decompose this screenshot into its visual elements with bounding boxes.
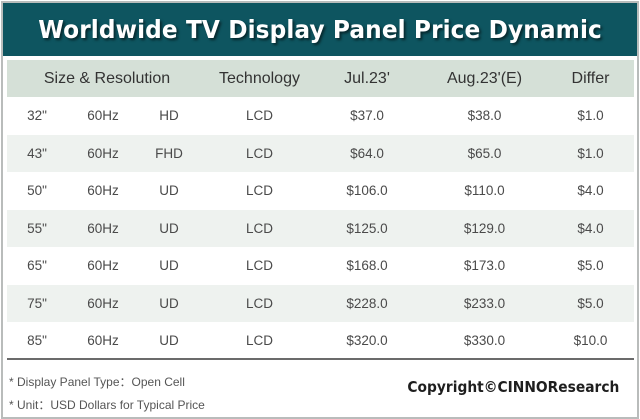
cell-aug-price: $173.0 <box>463 258 506 274</box>
cell-size: 50" <box>27 183 47 199</box>
cell-technology: LCD <box>245 145 273 161</box>
cell-jul-price: $37.0 <box>350 108 384 124</box>
cell-resolution: FHD <box>155 145 183 161</box>
cell-differ: $1.0 <box>577 108 604 124</box>
cell-jul-price: $125.0 <box>346 220 388 236</box>
cell-jul-price: $64.0 <box>350 145 384 161</box>
cell-technology: LCD <box>245 333 273 349</box>
cell-refresh-rate: 60Hz <box>87 258 119 274</box>
title-bar: Worldwide TV Display Panel Price Dynamic <box>3 3 637 56</box>
header-jul: Jul.23' <box>344 69 390 87</box>
cell-resolution: UD <box>159 258 179 274</box>
cell-aug-price: $38.0 <box>467 108 502 124</box>
table-bottom-divider <box>7 358 634 360</box>
cell-aug-price: $110.0 <box>464 183 505 199</box>
cell-differ: $1.0 <box>577 145 604 161</box>
footnote-panel-type: * Display Panel Type：Open Cell <box>9 375 185 389</box>
cell-technology: LCD <box>245 295 273 311</box>
cell-technology: LCD <box>245 108 273 124</box>
cell-jul-price: $168.0 <box>346 258 388 274</box>
footnote-unit: * Unit：USD Dollars for Typical Price <box>9 398 205 412</box>
cell-size: 43" <box>27 145 47 161</box>
header-technology: Technology <box>219 69 300 87</box>
cell-resolution: UD <box>159 295 179 311</box>
cell-refresh-rate: 60Hz <box>87 183 119 199</box>
cell-technology: LCD <box>245 258 273 274</box>
cell-size: 85" <box>27 333 47 349</box>
cell-aug-price: $233.0 <box>463 295 506 311</box>
header-differ: Differ <box>571 69 610 87</box>
header-size-resolution: Size & Resolution <box>43 69 171 87</box>
cell-size: 75" <box>27 295 47 311</box>
cell-technology: LCD <box>245 220 273 236</box>
cell-size: 65" <box>27 258 47 274</box>
cell-jul-price: $106.0 <box>346 183 388 199</box>
cell-refresh-rate: 60Hz <box>87 108 119 124</box>
cell-refresh-rate: 60Hz <box>87 333 119 349</box>
header-aug: Aug.23'(E) <box>446 69 523 87</box>
page-title: Worldwide TV Display Panel Price Dynamic <box>38 15 602 44</box>
table-row: 50" 60Hz UD LCD $106.0 $110.0 $4.0 <box>7 172 634 210</box>
cell-resolution: UD <box>159 183 179 199</box>
cell-size: 55" <box>27 220 47 236</box>
table-header: Size & Resolution Technology Jul.23' Aug… <box>7 60 634 97</box>
table-row: 43" 60Hz FHD LCD $64.0 $65.0 $1.0 <box>7 134 634 172</box>
cell-resolution: UD <box>159 333 179 349</box>
cell-refresh-rate: 60Hz <box>87 220 119 236</box>
price-table: Size & Resolution Technology Jul.23' Aug… <box>7 60 634 360</box>
cell-aug-price: $65.0 <box>467 145 502 161</box>
cell-differ: $4.0 <box>577 183 604 199</box>
cell-refresh-rate: 60Hz <box>87 145 119 161</box>
table-row: 32" 60Hz HD LCD $37.0 $38.0 $1.0 <box>7 97 634 135</box>
cell-differ: $10.0 <box>573 333 608 349</box>
cell-resolution: HD <box>159 108 179 124</box>
table-row: 55" 60Hz UD LCD $125.0 $129.0 $4.0 <box>7 209 634 247</box>
table-row: 75" 60Hz UD LCD $228.0 $233.0 $5.0 <box>7 284 634 322</box>
cell-technology: LCD <box>245 183 273 199</box>
cell-differ: $4.0 <box>577 220 604 236</box>
copyright-notice: Copyright©CINNOResearch <box>407 378 619 396</box>
cell-jul-price: $228.0 <box>346 295 388 311</box>
cell-differ: $5.0 <box>577 258 604 274</box>
table-row: 65" 60Hz UD LCD $168.0 $173.0 $5.0 <box>7 247 634 285</box>
cell-resolution: UD <box>159 220 179 236</box>
cell-size: 32" <box>27 108 47 124</box>
cell-refresh-rate: 60Hz <box>87 295 119 311</box>
cell-aug-price: $330.0 <box>463 333 506 349</box>
cell-differ: $5.0 <box>577 295 604 311</box>
table-row: 85" 60Hz UD LCD $320.0 $330.0 $10.0 <box>7 322 634 360</box>
cell-jul-price: $320.0 <box>346 333 388 349</box>
cell-aug-price: $129.0 <box>463 220 506 236</box>
